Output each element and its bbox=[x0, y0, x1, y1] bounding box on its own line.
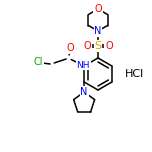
Text: N: N bbox=[94, 26, 102, 36]
Text: Cl: Cl bbox=[33, 57, 43, 67]
Text: O: O bbox=[66, 43, 74, 53]
Text: O: O bbox=[83, 41, 91, 51]
Text: O: O bbox=[105, 41, 113, 51]
Text: O: O bbox=[94, 4, 102, 14]
Text: HCl: HCl bbox=[125, 69, 144, 79]
Text: N: N bbox=[80, 87, 88, 97]
Text: NH: NH bbox=[76, 60, 90, 69]
Text: S: S bbox=[94, 41, 102, 51]
